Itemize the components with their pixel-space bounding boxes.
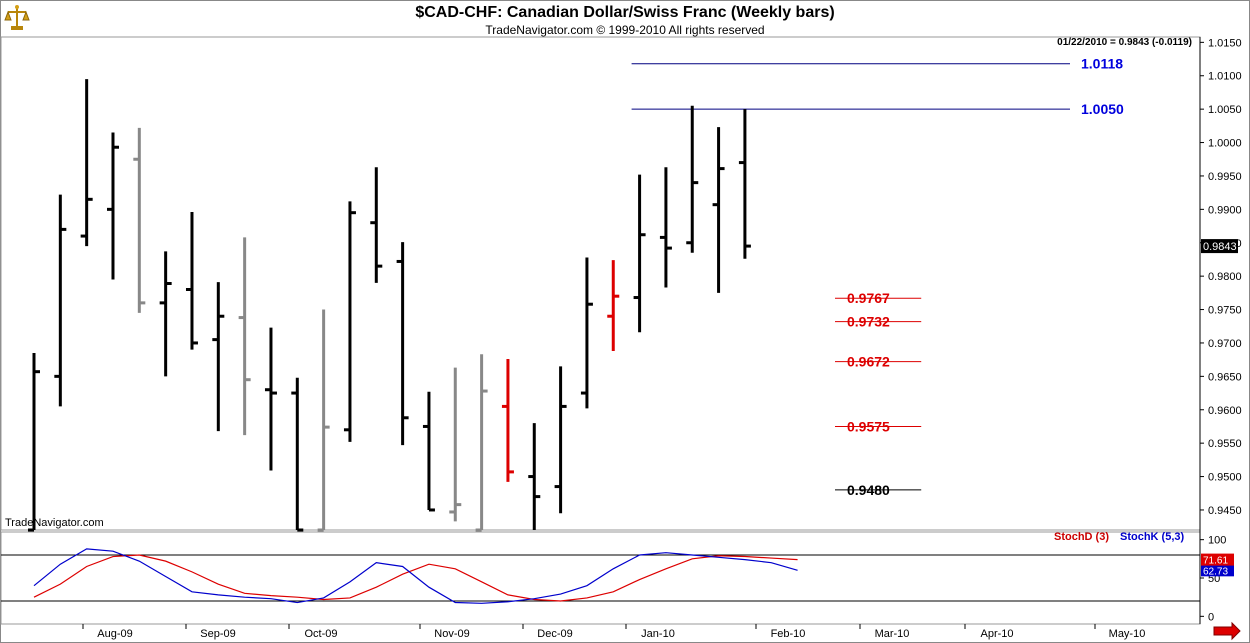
- time-tick-label: Mar-10: [875, 628, 910, 640]
- ohlc-bar: [264, 327, 277, 471]
- legend-stoch-d: StochD (3): [1054, 531, 1109, 543]
- chart-subtitle: TradeNavigator.com © 1999-2010 All right…: [485, 23, 765, 37]
- price-level-label: 1.0118: [1081, 56, 1123, 72]
- price-tick-label: 1.0100: [1208, 71, 1242, 83]
- ohlc-bar: [580, 257, 593, 409]
- price-readout: 01/22/2010 = 0.9843 (-0.0119): [1057, 37, 1192, 48]
- ohlc-bar: [212, 282, 225, 432]
- ohlc-bar: [554, 366, 567, 514]
- price-tick-label: 0.9900: [1208, 204, 1242, 216]
- price-level-label: 0.9575: [847, 418, 890, 434]
- ohlc-bar: [528, 423, 541, 530]
- ohlc-bar: [185, 212, 198, 350]
- scroll-right-arrow-icon: [1213, 621, 1241, 641]
- price-level-label: 0.9732: [847, 314, 890, 330]
- price-tick-label: 0.9750: [1208, 305, 1242, 317]
- stoch-tick-label: 0: [1208, 611, 1214, 623]
- time-axis: Aug-09 Sep-09 Oct-09 Nov-09 Dec-09 Jan-10 Feb-…: [82, 621, 1241, 641]
- ohlc-bar: [686, 105, 699, 253]
- price-tick-label: 0.9500: [1208, 472, 1242, 484]
- ohlc-bar: [659, 167, 672, 288]
- ohlc-bar: [396, 242, 409, 446]
- time-tick-label: Feb-10: [771, 628, 806, 640]
- price-tick-label: 0.9700: [1208, 338, 1242, 350]
- stoch-k-line: [33, 548, 798, 604]
- ohlc-bar: [317, 309, 330, 532]
- ohlc-bar: [133, 127, 146, 313]
- ohlc-bar: [738, 109, 751, 259]
- ohlc-bar: [238, 237, 251, 436]
- ohlc-bar: [159, 251, 172, 377]
- price-axis: 1.0150 1.0100 1.0050 1.0000 0.9950 0.9900 0.98…: [1200, 37, 1242, 623]
- price-panel: [0, 36, 1201, 531]
- price-levels: 1.0118 1.0050 0.9767 0.9732 0.9672 0.9575 0.94…: [631, 56, 1124, 498]
- time-tick-label: Sep-09: [200, 628, 235, 640]
- ohlc-bar: [449, 367, 462, 522]
- time-tick-label: Apr-10: [980, 628, 1013, 640]
- last-price-box: [1201, 239, 1238, 254]
- price-tick-label: 1.0150: [1208, 37, 1242, 49]
- time-tick-label: May-10: [1109, 628, 1146, 640]
- price-level-label: 0.9672: [847, 354, 890, 370]
- price-level-label: 0.9767: [847, 290, 890, 306]
- ohlc-bar: [633, 174, 646, 333]
- price-tick-label: 0.9600: [1208, 405, 1242, 417]
- ohlc-bar: [475, 354, 488, 532]
- price-tick-label: 0.9650: [1208, 371, 1242, 383]
- time-tick-label: Jan-10: [641, 628, 675, 640]
- ohlc-bar: [28, 352, 40, 532]
- price-tick-label: 1.0000: [1208, 138, 1242, 150]
- ohlc-bar: [54, 194, 67, 407]
- watermark-text: TradeNavigator.com: [5, 517, 104, 529]
- last-price-label: 0.9843: [1203, 241, 1237, 253]
- ohlc-bar: [370, 167, 383, 283]
- stoch-k-last-box: [1201, 564, 1234, 577]
- stochastic-lines: [33, 548, 798, 604]
- ohlc-bar: [106, 132, 119, 280]
- stoch-k-last-label: 62.73: [1203, 566, 1228, 577]
- price-bars: [28, 79, 751, 532]
- ohlc-bar: [607, 260, 620, 351]
- price-level-label: 1.0050: [1081, 101, 1124, 117]
- price-tick-label: 1.0050: [1208, 104, 1242, 116]
- price-tick-label: 0.9450: [1208, 505, 1242, 517]
- price-tick-label: 0.9950: [1208, 171, 1242, 183]
- stoch-tick-label: 100: [1208, 535, 1226, 547]
- chart-title: $CAD-CHF: Canadian Dollar/Swiss Franc (W…: [415, 4, 835, 21]
- ohlc-bar: [712, 127, 725, 293]
- scale-logo-icon: [4, 4, 30, 37]
- time-tick-label: Oct-09: [304, 628, 337, 640]
- stoch-panel: [0, 531, 1201, 625]
- ohlc-bar: [422, 391, 435, 512]
- time-tick-label: Nov-09: [434, 628, 469, 640]
- ohlc-bar: [343, 201, 356, 442]
- ohlc-bar: [291, 377, 304, 532]
- price-level-label: 0.9480: [847, 482, 890, 498]
- stoch-d-last-box: [1201, 553, 1234, 566]
- legend-stoch-k: StochK (5,3): [1120, 531, 1185, 543]
- ohlc-bar: [501, 358, 514, 482]
- stoch-d-last-label: 71.61: [1203, 556, 1228, 567]
- price-tick-label: 0.9550: [1208, 438, 1242, 450]
- stoch-d-line: [33, 554, 798, 602]
- time-tick-label: Dec-09: [537, 628, 572, 640]
- price-tick-label: 0.9800: [1208, 271, 1242, 283]
- ohlc-bar: [80, 79, 93, 247]
- time-tick-label: Aug-09: [97, 628, 132, 640]
